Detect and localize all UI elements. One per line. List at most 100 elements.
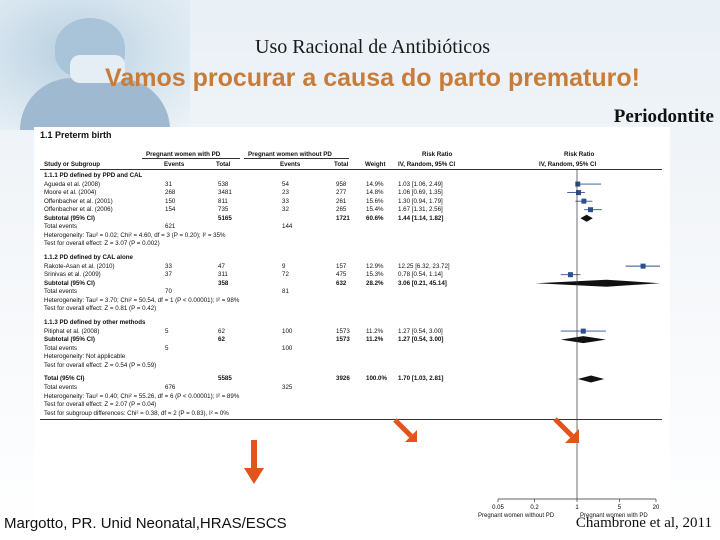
forest-cell-label: Total events bbox=[44, 344, 78, 352]
forest-cell-e1: 5 bbox=[165, 344, 169, 352]
forest-cell-t1: 5165 bbox=[218, 214, 232, 222]
forest-plot-figure: 1.1 Preterm birth Pregnant women with PD… bbox=[34, 127, 670, 523]
slide-subtitle: Vamos procurar a causa do parto prematur… bbox=[105, 64, 640, 92]
col-events-1: Events bbox=[164, 161, 185, 168]
forest-cell-e1: 5 bbox=[165, 327, 169, 335]
x-tick-label: 20 bbox=[653, 505, 660, 511]
footer-author: Margotto, PR. Unid Neonatal,HRAS/ESCS bbox=[4, 515, 287, 532]
study-point-square bbox=[580, 328, 586, 334]
forest-cell-ci: 3.06 [0.21, 45.14] bbox=[398, 279, 447, 287]
pooled-estimate-diamond bbox=[560, 336, 606, 344]
forest-cell-label: Heterogeneity: Not applicable bbox=[44, 353, 126, 361]
forest-cell-label: 1.1.3 PD defined by other methods bbox=[44, 319, 146, 327]
forest-cell-e2: 23 bbox=[282, 189, 289, 197]
topic-tag: Periodontite bbox=[613, 106, 714, 127]
study-point-square bbox=[588, 207, 594, 213]
col-group-with-pd: Pregnant women with PD bbox=[146, 151, 221, 158]
x-tick-label: 0.2 bbox=[530, 505, 539, 511]
forest-cell-t1: 811 bbox=[218, 197, 228, 205]
forest-cell-ci: 0.78 [0.54, 1.14] bbox=[398, 271, 443, 279]
forest-cell-ci: 1.44 [1.14, 1.82] bbox=[398, 214, 444, 222]
highlight-arrow-diamond bbox=[553, 417, 579, 443]
forest-cell-t1: 47 bbox=[218, 262, 225, 270]
col-method-plot: IV, Random, 95% CI bbox=[539, 161, 597, 168]
forest-cell-e2: 54 bbox=[282, 180, 289, 188]
forest-cell-w: 60.6% bbox=[366, 214, 384, 222]
forest-cell-t2: 1573 bbox=[336, 336, 350, 344]
forest-cell-e2: 100 bbox=[282, 327, 293, 335]
forest-cell-e1: 676 bbox=[165, 384, 176, 392]
forest-cell-ci: 1.30 [0.94, 1.79] bbox=[398, 197, 443, 205]
x-tick-label: 5 bbox=[618, 505, 622, 511]
favours-left-label: Pregnant women without PD bbox=[478, 513, 555, 519]
forest-cell-t2: 157 bbox=[336, 262, 347, 270]
forest-cell-label: 1.1.2 PD defined by CAL alone bbox=[44, 254, 133, 262]
forest-cell-w: 28.2% bbox=[366, 279, 384, 287]
forest-cell-label: Test for overall effect: Z = 2.07 (P = 0… bbox=[44, 401, 157, 409]
forest-cell-label: Test for subgroup differences: Chi² = 0.… bbox=[44, 409, 229, 417]
forest-cell-label: Subtotal (95% CI) bbox=[44, 336, 95, 344]
forest-cell-e1: 154 bbox=[165, 206, 176, 214]
pooled-estimate-diamond bbox=[577, 375, 605, 383]
forest-cell-w: 100.0% bbox=[366, 375, 387, 383]
forest-cell-e2: 72 bbox=[282, 271, 289, 279]
forest-cell-ci: 1.27 [0.54, 3.00] bbox=[398, 327, 443, 335]
forest-cell-label: Agueda et al. (2008) bbox=[44, 180, 101, 188]
study-point-square bbox=[640, 263, 646, 269]
footer-citation: Chambrone et al, 2011 bbox=[575, 515, 712, 531]
forest-cell-ci: 1.06 [0.69, 1.35] bbox=[398, 189, 443, 197]
forest-cell-ci: 1.27 [0.54, 3.00] bbox=[398, 336, 444, 344]
x-tick-label: 1 bbox=[575, 505, 579, 511]
forest-cell-label: Heterogeneity: Tau² = 0.40; Chi² = 55.26… bbox=[44, 392, 240, 400]
col-risk-ratio: Risk Ratio bbox=[422, 151, 453, 158]
forest-cell-e2: 9 bbox=[282, 262, 286, 270]
forest-cell-label: Pitiphat et al. (2008) bbox=[44, 327, 100, 335]
forest-cell-label: Heterogeneity: Tau² = 3.70; Chi² = 50.54… bbox=[44, 296, 240, 304]
forest-cell-ci: 1.70 [1.03, 2.81] bbox=[398, 375, 444, 383]
forest-cell-t1: 358 bbox=[218, 279, 229, 287]
forest-cell-e1: 31 bbox=[165, 180, 172, 188]
forest-cell-t2: 632 bbox=[336, 279, 347, 287]
forest-cell-e1: 268 bbox=[165, 189, 176, 197]
forest-cell-e1: 33 bbox=[165, 262, 172, 270]
forest-cell-e2: 81 bbox=[282, 288, 289, 296]
forest-cell-label: Total events bbox=[44, 288, 78, 296]
forest-cell-label: Test for overall effect: Z = 0.54 (P = 0… bbox=[44, 361, 157, 369]
forest-cell-w: 12.9% bbox=[366, 262, 384, 270]
pooled-estimate-diamond bbox=[535, 279, 660, 287]
study-point-square bbox=[581, 198, 587, 204]
forest-cell-t1: 5585 bbox=[218, 375, 232, 383]
study-point-square bbox=[567, 272, 573, 278]
x-tick-label: 0.05 bbox=[492, 505, 504, 511]
forest-cell-t1: 735 bbox=[218, 206, 229, 214]
forest-cell-label: Total events bbox=[44, 223, 78, 231]
forest-cell-t1: 62 bbox=[218, 327, 225, 335]
forest-cell-e2: 32 bbox=[282, 206, 289, 214]
forest-cell-e2: 33 bbox=[282, 197, 289, 205]
highlight-arrow-ci bbox=[393, 418, 417, 442]
col-group-without-pd: Pregnant women without PD bbox=[248, 151, 332, 158]
forest-cell-ci: 1.03 [1.06, 2.49] bbox=[398, 180, 443, 188]
forest-cell-e1: 70 bbox=[165, 288, 172, 296]
forest-cell-t2: 265 bbox=[336, 206, 347, 214]
forest-cell-t2: 277 bbox=[336, 189, 347, 197]
study-point-square bbox=[576, 190, 582, 196]
col-events-2: Events bbox=[280, 161, 301, 168]
forest-cell-w: 15.4% bbox=[366, 206, 384, 214]
col-method: IV, Random, 95% CI bbox=[398, 161, 456, 168]
forest-cell-e2: 144 bbox=[282, 223, 293, 231]
surgeon-photo bbox=[0, 0, 190, 130]
forest-cell-t1: 538 bbox=[218, 180, 229, 188]
forest-cell-w: 14.9% bbox=[366, 180, 384, 188]
study-point-square bbox=[575, 181, 581, 187]
forest-cell-e1: 37 bbox=[165, 271, 172, 279]
pooled-estimate-diamond bbox=[580, 214, 593, 222]
forest-cell-e1: 621 bbox=[165, 223, 176, 231]
forest-cell-label: 1.1.1 PD defined by PPD and CAL bbox=[44, 172, 143, 179]
highlight-arrow-total bbox=[244, 440, 264, 484]
forest-cell-ci: 12.25 [6.32, 23.72] bbox=[398, 262, 450, 270]
col-weight: Weight bbox=[365, 161, 386, 168]
forest-cell-t2: 1721 bbox=[336, 214, 350, 222]
slide-title: Uso Racional de Antibióticos bbox=[255, 36, 490, 58]
forest-cell-label: Srinivas et al. (2009) bbox=[44, 271, 101, 279]
